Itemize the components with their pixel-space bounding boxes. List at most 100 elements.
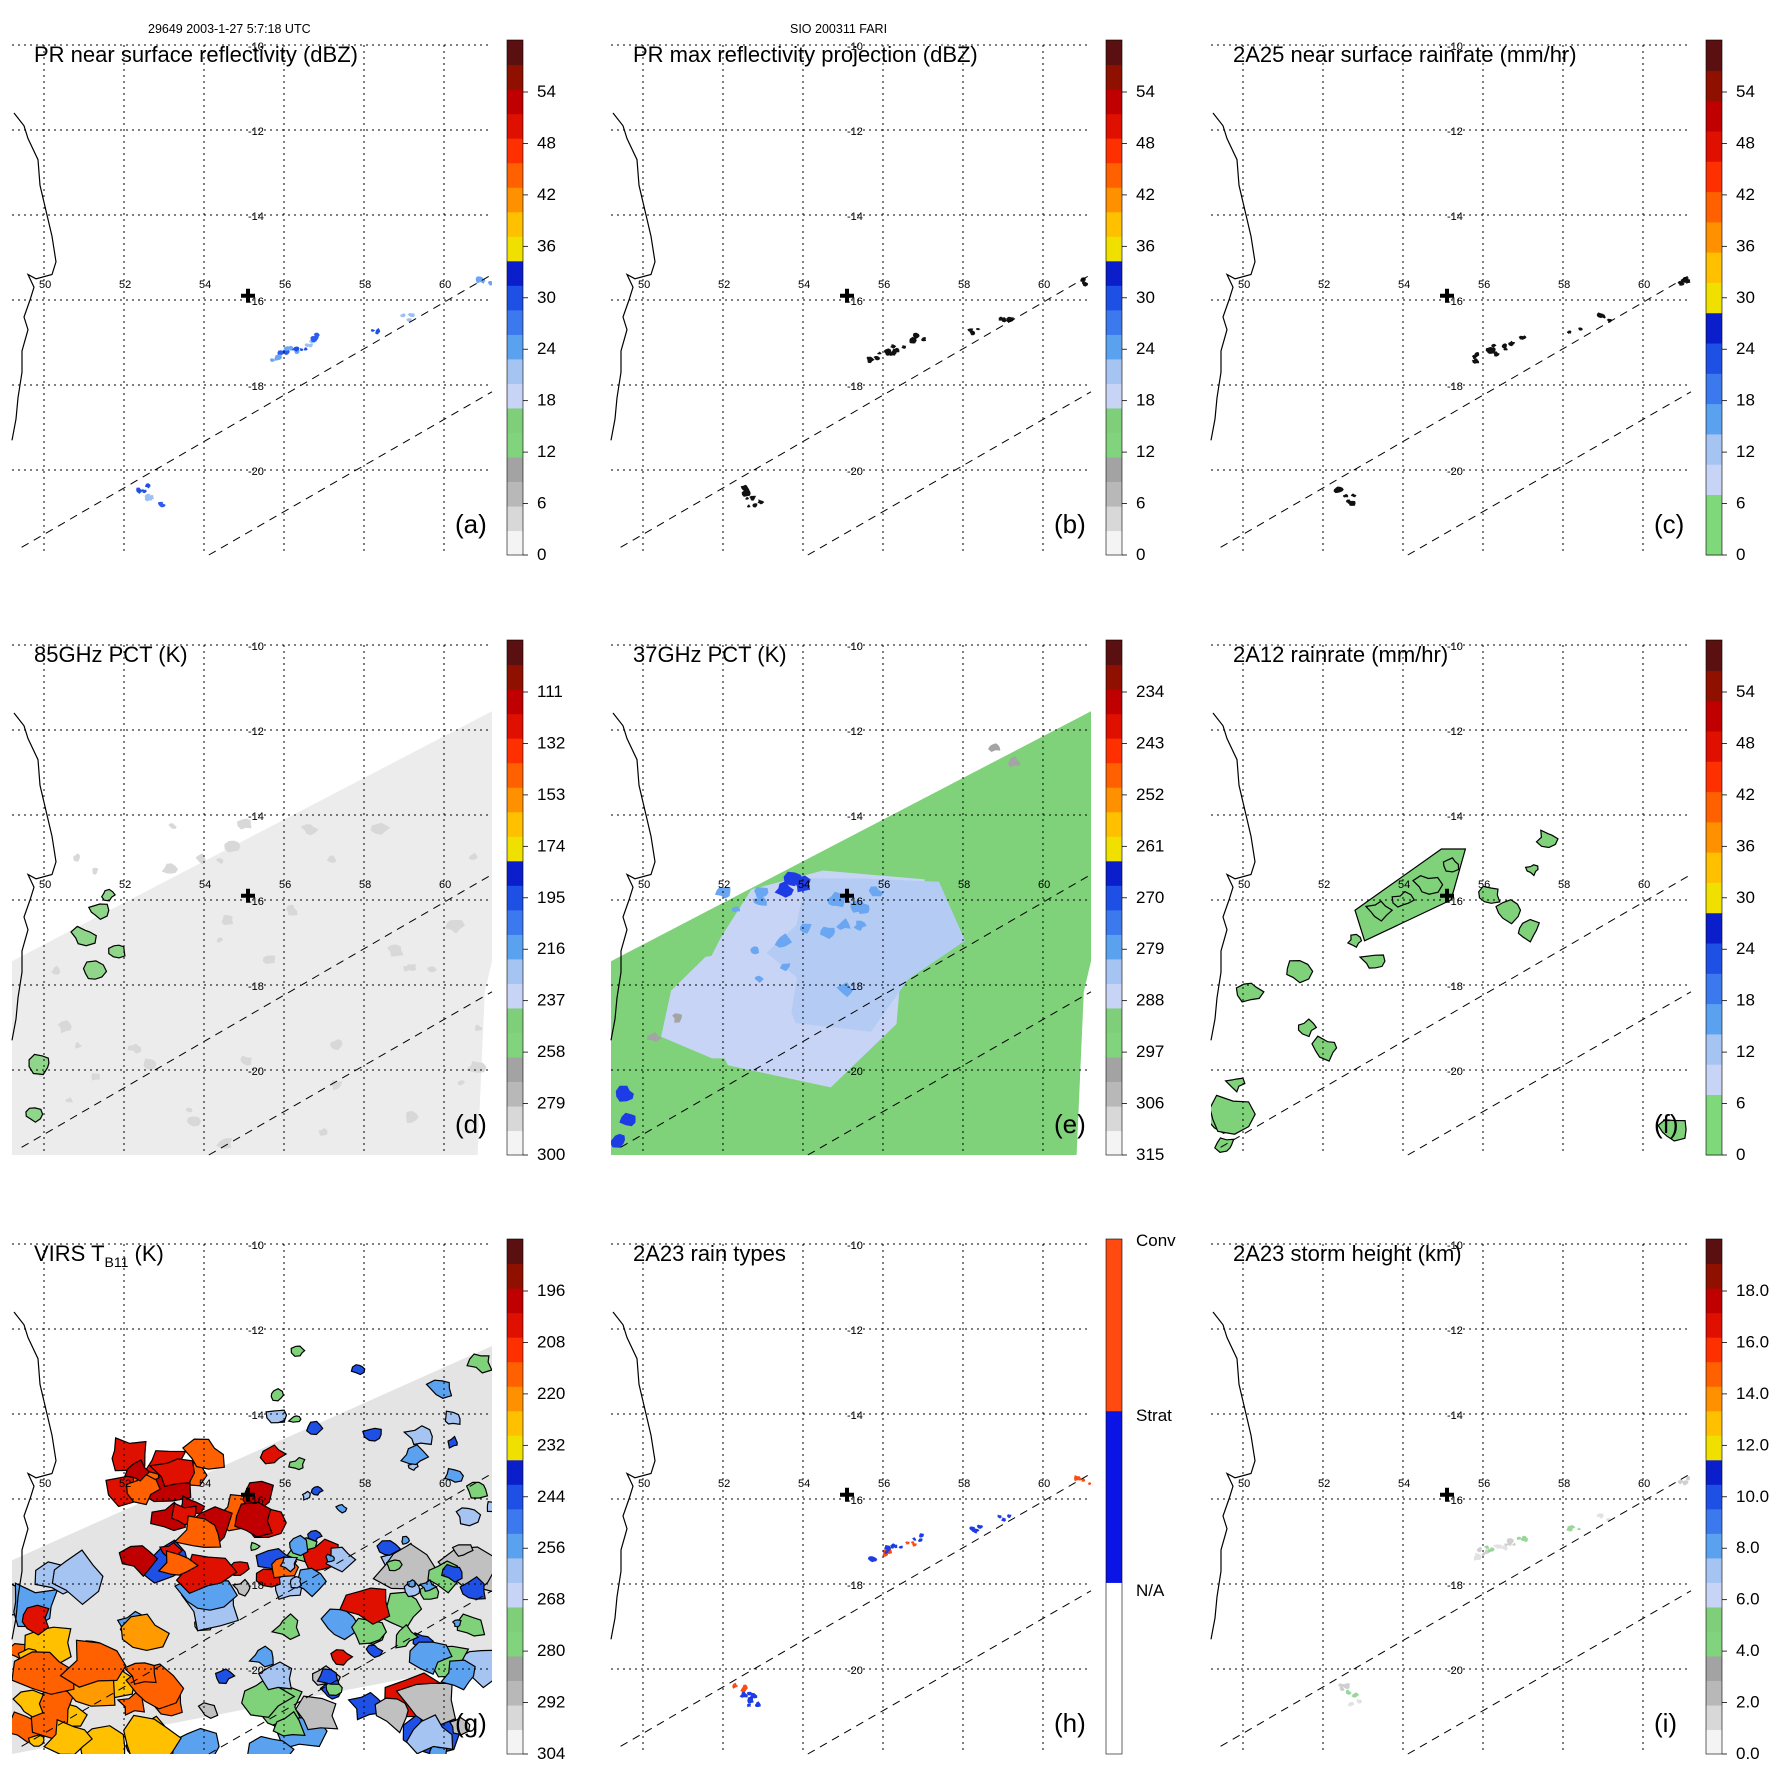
lon-tick-label: 60 — [1038, 879, 1050, 891]
colorbar-segment — [1106, 983, 1122, 1009]
precip-cell — [886, 1548, 891, 1552]
lat-tick-label: -12 — [847, 126, 863, 138]
pr-swath-edge — [21, 874, 493, 1148]
colorbar-tick-label: 6 — [1136, 494, 1145, 513]
cold-cloud-top — [124, 1459, 151, 1482]
colorbar-segment — [1106, 162, 1122, 188]
coastline — [1210, 112, 1256, 441]
cloud-top-region — [214, 1668, 236, 1685]
cloud-top-region — [289, 1575, 303, 1589]
colorbar-segment — [1106, 1582, 1122, 1755]
precip-cell — [749, 1692, 758, 1699]
cold-region — [286, 904, 298, 916]
cloud-top-region — [24, 1626, 72, 1667]
colorbar-segment — [1706, 403, 1722, 435]
rain-region — [1364, 900, 1394, 922]
colorbar-segment — [1706, 1386, 1722, 1412]
precip-cell — [1476, 1546, 1483, 1553]
lon-tick-label: 50 — [1238, 1478, 1250, 1490]
lon-tick-label: 56 — [1478, 279, 1490, 291]
precip-cell — [1484, 1545, 1490, 1549]
cloud-top-region — [294, 1695, 339, 1731]
precip-cell — [1577, 1527, 1581, 1531]
precip-cell — [1677, 1479, 1683, 1485]
colorbar-segment — [1706, 1729, 1722, 1755]
lon-tick-label: 50 — [638, 879, 650, 891]
colorbar-tick-label: 54 — [1736, 82, 1755, 101]
cloud-top-region — [362, 1427, 382, 1442]
colorbar-segment — [1706, 282, 1722, 314]
lon-tick-label: 52 — [718, 1478, 730, 1490]
colorbar-segment — [507, 738, 523, 764]
cloud-top-region — [310, 1485, 324, 1496]
precip-cell — [487, 280, 492, 286]
lat-tick-label: -10 — [847, 641, 863, 653]
precip-cell — [1487, 1548, 1493, 1553]
lon-tick-label: 60 — [439, 1478, 451, 1490]
colorbar-segment — [507, 211, 523, 237]
cloud-top-region — [455, 1507, 482, 1527]
cold-region — [318, 1128, 328, 1136]
storm-center-marker — [1440, 288, 1454, 303]
cold-region — [240, 1055, 252, 1066]
precip-cell — [976, 328, 981, 331]
storm-center-marker — [840, 888, 854, 903]
colorbar-tick-label: 18 — [1736, 991, 1755, 1010]
precip-cell — [1342, 1683, 1351, 1690]
colorbar-segment — [507, 138, 523, 164]
colorbar-tick-label: 48 — [537, 133, 556, 152]
colorbar-segment — [507, 787, 523, 813]
lat-tick-label: -12 — [248, 126, 264, 138]
precip-cell — [890, 1543, 896, 1549]
precip-cell — [741, 490, 751, 497]
cold-region — [91, 1073, 100, 1081]
lat-tick-label: -14 — [248, 1410, 264, 1422]
colorbar-tick-label: 36 — [1136, 236, 1155, 255]
rain-region — [1517, 918, 1541, 943]
precip-cell — [406, 318, 412, 323]
colorbar-segment — [507, 1007, 523, 1033]
colorbar-segment — [1106, 738, 1122, 764]
colorbar-tick-label: 24 — [1736, 339, 1755, 358]
cloud-top-region — [172, 1727, 220, 1754]
colorbar-segment — [1706, 494, 1722, 526]
precip-cell — [375, 331, 379, 335]
colorbar-segment — [1706, 1410, 1722, 1436]
colorbar-segment — [1706, 1094, 1722, 1126]
colorbar-segment — [1106, 1410, 1122, 1583]
colorbar-tick-label: 6 — [537, 494, 546, 513]
colorbar-segment — [507, 358, 523, 384]
storm-center-marker — [241, 288, 255, 303]
panel-title: 85GHz PCT (K) — [34, 642, 188, 667]
warm-region — [672, 1013, 682, 1023]
precip-cell — [1493, 351, 1500, 357]
colorbar-tick-label: 18 — [537, 391, 556, 410]
colorbar-segment — [507, 1312, 523, 1338]
lat-tick-label: -18 — [1447, 381, 1463, 393]
precip-cell — [918, 1538, 923, 1542]
colorbar-tick-label: Conv — [1136, 1231, 1176, 1250]
cloud-top-region — [408, 1641, 453, 1676]
lon-tick-label: 56 — [279, 879, 291, 891]
lon-tick-label: 58 — [1558, 279, 1570, 291]
colorbar-tick-label: 48 — [1136, 133, 1155, 152]
cloud-top-region — [459, 1576, 486, 1600]
rain-region — [1657, 1119, 1687, 1142]
lon-tick-label: 60 — [1638, 879, 1650, 891]
pr-swath-edge — [208, 1590, 493, 1755]
colorbar-tick-label: 252 — [1136, 785, 1164, 804]
lat-tick-label: -18 — [1447, 1580, 1463, 1592]
lon-tick-label: 60 — [1638, 279, 1650, 291]
cold-region — [143, 1058, 157, 1071]
panel-title: 37GHz PCT (K) — [633, 642, 787, 667]
lat-tick-label: -12 — [248, 726, 264, 738]
lon-tick-label: 54 — [798, 879, 810, 891]
lon-tick-label: 52 — [718, 279, 730, 291]
precip-cell — [901, 345, 906, 349]
strong-scattering — [619, 1112, 636, 1127]
lat-tick-label: -14 — [248, 811, 264, 823]
colorbar-segment — [1106, 481, 1122, 507]
cold-region — [92, 867, 99, 875]
precip-cell — [747, 1696, 754, 1704]
